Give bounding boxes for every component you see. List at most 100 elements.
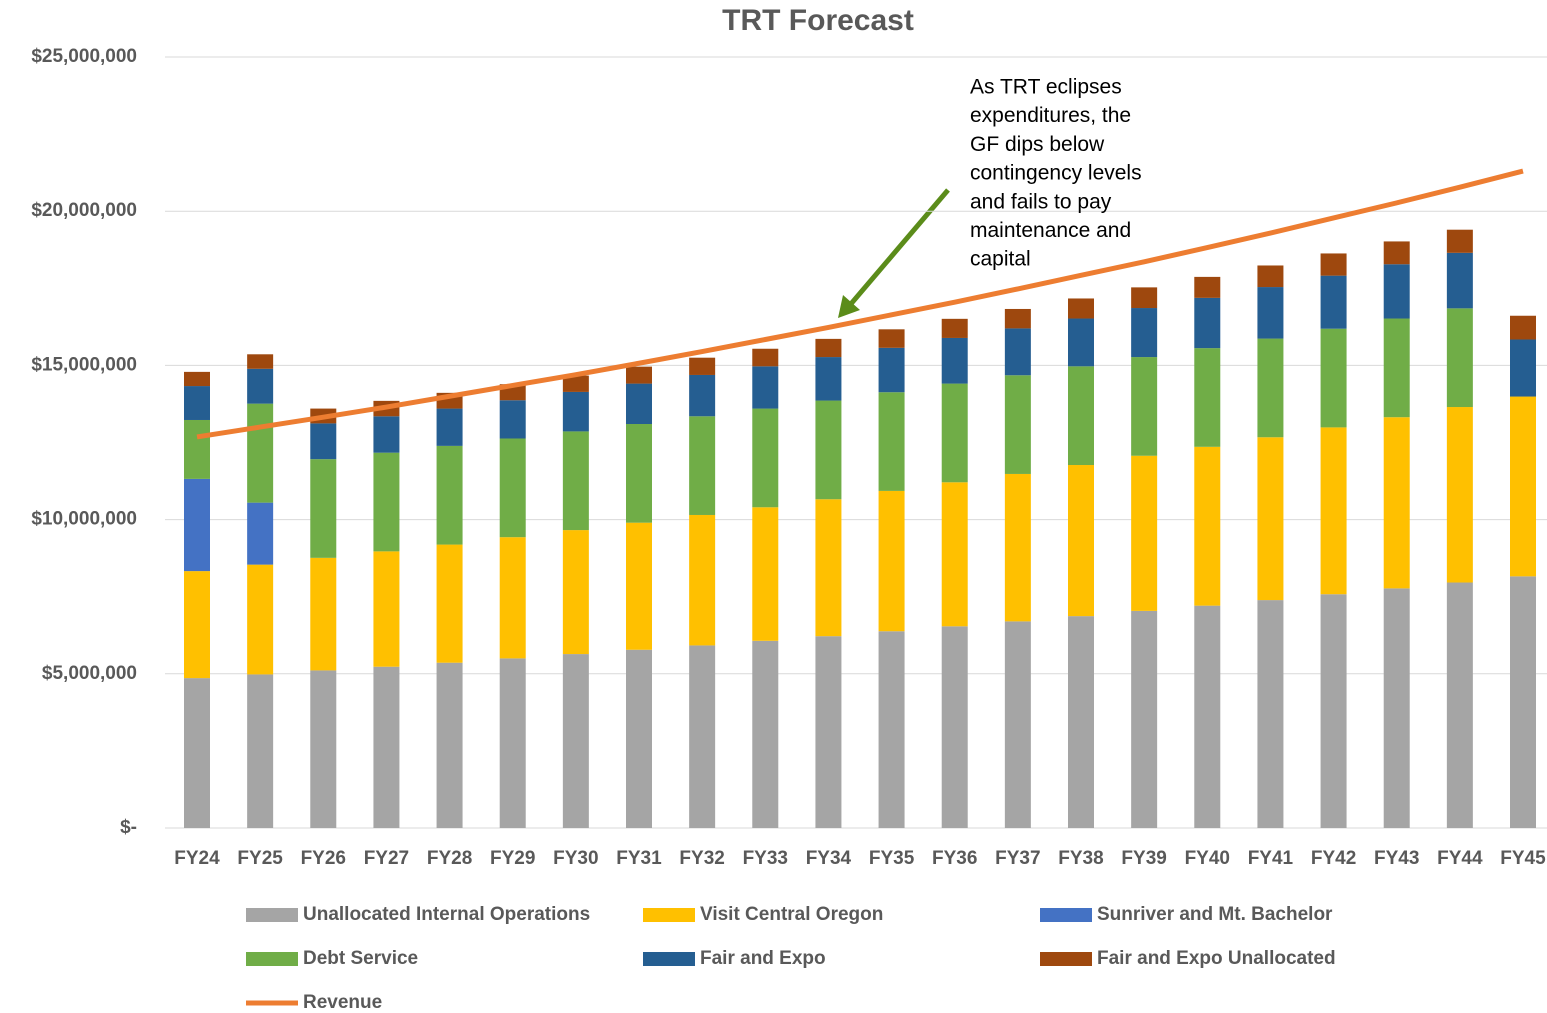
bar-segment	[184, 419, 210, 479]
bar-segment	[436, 445, 463, 545]
bar-segment	[562, 375, 589, 392]
bar-segment	[1004, 621, 1031, 828]
bar-segment	[184, 678, 210, 828]
bar-segment	[562, 431, 589, 531]
bar-segment	[1004, 473, 1031, 622]
bar-segment	[752, 507, 779, 641]
bar-segment	[310, 459, 337, 558]
annotation: maintenance and	[970, 219, 1131, 242]
bar-segment	[1320, 253, 1347, 276]
y-tick-label: $10,000,000	[31, 509, 137, 530]
bar-segment	[1446, 582, 1473, 828]
bar-segment	[1446, 308, 1473, 408]
chart-title: TRT Forecast	[722, 4, 914, 37]
bar-segment	[373, 551, 400, 667]
y-tick-label: $-	[120, 817, 137, 838]
bar-segment	[1383, 417, 1410, 589]
bar-segment	[752, 366, 779, 409]
bar-segment	[626, 383, 652, 424]
bar-segment	[1131, 455, 1158, 611]
x-tick-label: FY30	[553, 848, 598, 869]
bar-segment	[941, 337, 968, 384]
x-tick-label: FY34	[806, 848, 852, 869]
annotation: capital	[970, 248, 1031, 271]
bar-segment	[1068, 318, 1094, 367]
y-tick-label: $15,000,000	[31, 354, 137, 375]
bar-segment	[499, 537, 526, 659]
bar-segment	[878, 490, 905, 632]
bar-segment	[184, 571, 210, 679]
bar-segment	[247, 674, 274, 828]
bar-segment	[815, 636, 842, 828]
x-tick-label: FY37	[995, 848, 1040, 869]
bar-segment	[184, 478, 210, 572]
legend-swatch	[643, 952, 695, 966]
bar-segment	[1068, 616, 1094, 828]
legend-swatch	[1040, 952, 1092, 966]
bar-segment	[184, 386, 210, 420]
bar-segment	[310, 423, 337, 460]
bar-segment	[1194, 276, 1221, 298]
bar-segment	[1131, 308, 1158, 358]
bar-segment	[1510, 339, 1536, 397]
bar-segment	[1194, 348, 1221, 447]
legend-label: Unallocated Internal Operations	[303, 904, 590, 925]
bar-segment	[1194, 605, 1221, 828]
legend-swatch	[643, 908, 695, 922]
bar-segment	[689, 357, 716, 375]
x-tick-label: FY31	[616, 848, 662, 869]
bar-segment	[815, 499, 842, 637]
y-tick-label: $25,000,000	[31, 46, 137, 67]
x-tick-label: FY43	[1374, 848, 1419, 869]
bar-segment	[752, 348, 779, 367]
bar-segment	[1320, 275, 1347, 329]
legend-label: Visit Central Oregon	[700, 904, 883, 925]
x-tick-label: FY25	[237, 848, 283, 869]
bar-segment	[1257, 338, 1284, 438]
bar-segment	[1446, 229, 1473, 253]
bar-segment	[436, 408, 463, 446]
legend-swatch	[246, 908, 298, 922]
legend-label: Fair and Expo	[700, 948, 826, 969]
bar-segment	[1510, 576, 1536, 828]
bar-segment	[1194, 297, 1221, 349]
bar-segment	[247, 368, 274, 404]
bar-segment	[499, 400, 526, 439]
bar-segment	[247, 403, 274, 503]
x-tick-label: FY41	[1248, 848, 1294, 869]
bar-segment	[689, 514, 716, 646]
bar-segment	[752, 408, 779, 508]
bar-segment	[1510, 315, 1536, 340]
bar-segment	[941, 626, 968, 828]
bar-segment	[626, 649, 652, 828]
y-tick-label: $5,000,000	[42, 663, 137, 684]
bar-segment	[1131, 610, 1158, 828]
bar-segment	[1383, 264, 1410, 319]
bar-segment	[1068, 366, 1094, 466]
bar-segment	[1004, 308, 1031, 329]
bar-segment	[1320, 427, 1347, 595]
bar-segment	[499, 658, 526, 828]
bar-segment	[1320, 594, 1347, 828]
bar-segment	[562, 530, 589, 655]
x-tick-label: FY24	[174, 848, 220, 869]
x-tick-label: FY28	[427, 848, 472, 869]
x-tick-label: FY33	[743, 848, 788, 869]
bar-segment	[1257, 287, 1284, 339]
bar-segment	[815, 400, 842, 500]
bar-segment	[815, 338, 842, 358]
bar-segment	[1194, 446, 1221, 606]
bar-segment	[626, 366, 652, 384]
bar-segment	[247, 354, 274, 369]
bar-segment	[1446, 252, 1473, 309]
x-tick-label: FY40	[1185, 848, 1230, 869]
bar-segment	[878, 329, 905, 348]
bar-segment	[1068, 465, 1094, 617]
legend-label: Debt Service	[303, 948, 418, 969]
bar-segment	[689, 416, 716, 515]
line-series	[196, 168, 1524, 440]
bar-segment	[1131, 357, 1158, 456]
annotation: contingency levels	[970, 162, 1142, 185]
bar-segment	[752, 640, 779, 828]
